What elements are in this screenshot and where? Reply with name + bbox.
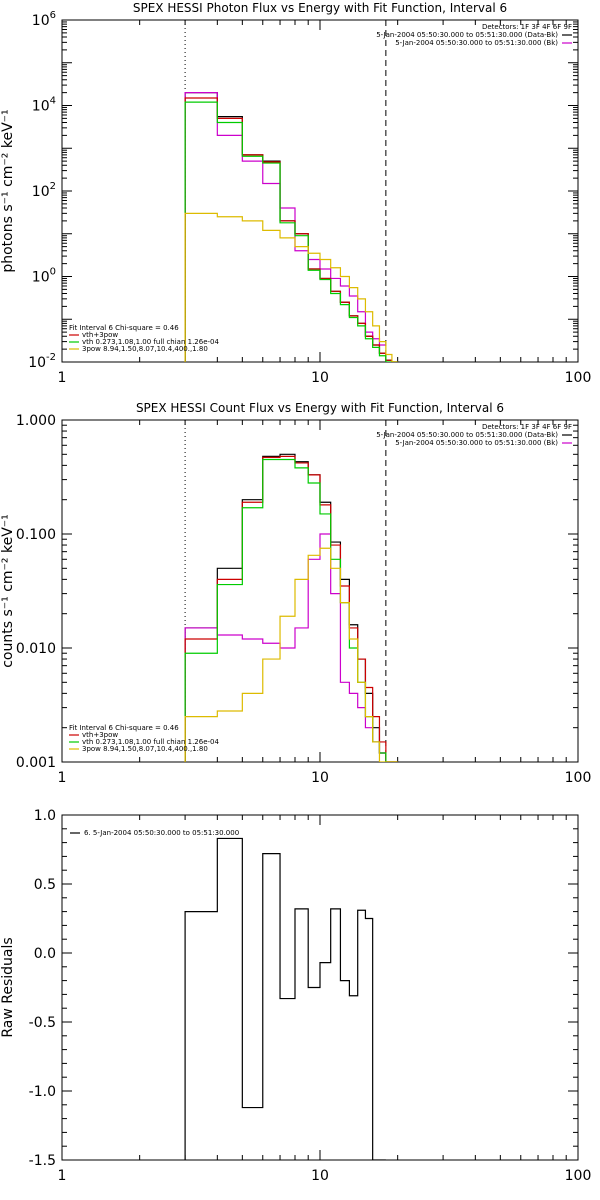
- y-tick-label: -0.5: [29, 1015, 56, 1031]
- series-line-bk: [184, 92, 386, 362]
- legend-top: Detectors: 1F 3F 4F 6F 9F5-Jan-2004 05:5…: [376, 23, 572, 47]
- x-tick-label: 10: [311, 1168, 329, 1184]
- x-tick-label: 10: [311, 370, 329, 386]
- y-tick-label: 10-2: [28, 352, 56, 371]
- plot-frame: [61, 419, 579, 763]
- legend-fit-label: vth+3pow: [82, 731, 118, 739]
- chart-panel-2: Raw Residuals 1 10 100 1.0 0.5 0.0 -0.5 -1.0 -1.5…: [0, 808, 591, 1184]
- legend-entry-label: 5-Jan-2004 05:50:30.000 to 05:51:30.000 …: [395, 439, 558, 447]
- series-group: [184, 92, 398, 362]
- series-line-total: [184, 97, 398, 362]
- legend-fit-label: vth 0.273,1.08,1.00 full chian 1.26e-04: [82, 738, 220, 746]
- legend-fit-label: vth 0.273,1.08,1.00 full chian 1.26e-04: [82, 338, 220, 346]
- y-tick-label-exponent: 0: [50, 267, 56, 278]
- y-axis-label: Raw Residuals: [0, 937, 16, 1037]
- legend-entry-label: 5-Jan-2004 05:50:30.000 to 05:51:30.000 …: [376, 431, 558, 439]
- y-axis-label: photons s⁻¹ cm⁻² keV⁻¹: [0, 109, 16, 272]
- y-tick-label-exponent: 2: [50, 181, 56, 192]
- series-group: [184, 453, 398, 762]
- series-line-vth: [184, 101, 398, 362]
- legend-header: Detectors: 1F 3F 4F 6F 9F: [482, 423, 572, 431]
- y-axis-label: counts s⁻¹ cm⁻² keV⁻¹: [0, 514, 16, 668]
- y-tick-label: 102: [32, 181, 56, 200]
- chart-title: SPEX HESSI Photon Flux vs Energy with Fi…: [133, 1, 507, 15]
- legend-entry-label: 5-Jan-2004 05:50:30.000 to 05:51:30.000 …: [376, 31, 558, 39]
- series-group: [184, 837, 386, 1160]
- legend-fit-header: Fit Interval 6 Chi-square = 0.46: [69, 724, 179, 732]
- legend-top: 6. 5-Jan-2004 05:50:30.000 to 05:51:30.0…: [70, 829, 239, 837]
- y-tick-label-base: 10: [32, 99, 50, 115]
- y-tick-label: 1.000: [16, 413, 56, 429]
- y-tick-label-base: 10: [28, 355, 46, 371]
- y-tick-label: 0.5: [34, 877, 56, 893]
- legend-fit: Fit Interval 6 Chi-square = 0.46vth+3pow…: [69, 324, 220, 353]
- y-tick-label: -1.0: [29, 1084, 56, 1100]
- series-line-pow: [184, 212, 398, 362]
- chart-title: SPEX HESSI Count Flux vs Energy with Fit…: [136, 401, 504, 415]
- y-tick-label-base: 10: [32, 184, 50, 200]
- legend-fit-header: Fit Interval 6 Chi-square = 0.46: [69, 324, 179, 332]
- y-tick-label: 0.010: [16, 641, 56, 657]
- series-line-pow: [184, 547, 398, 762]
- y-tick-label-exponent: 6: [50, 10, 56, 21]
- x-tick-label: 100: [565, 770, 592, 786]
- y-tick-label: 104: [32, 96, 56, 115]
- y-tick-label: 1.0: [34, 808, 56, 824]
- x-tick-label: 1: [58, 370, 67, 386]
- legend-entry-label: 6. 5-Jan-2004 05:50:30.000 to 05:51:30.0…: [84, 829, 239, 837]
- legend-fit: Fit Interval 6 Chi-square = 0.46vth+3pow…: [69, 724, 220, 753]
- chart-panel-0: SPEX HESSI Photon Flux vs Energy with Fi…: [0, 1, 591, 386]
- plot-frame: [61, 19, 579, 363]
- y-tick-label-base: 10: [32, 13, 50, 29]
- y-tick-label: 100: [32, 267, 56, 286]
- y-tick-label: 106: [32, 10, 56, 29]
- legend-entry-label: 5-Jan-2004 05:50:30.000 to 05:51:30.000 …: [395, 39, 558, 47]
- x-tick-label: 1: [58, 1168, 67, 1184]
- chart-panel-1: SPEX HESSI Count Flux vs Energy with Fit…: [0, 401, 591, 786]
- legend-header: Detectors: 1F 3F 4F 6F 9F: [482, 23, 572, 31]
- x-tick-label: 1: [58, 770, 67, 786]
- y-tick-label: 0.100: [16, 527, 56, 543]
- y-tick-label-base: 10: [32, 270, 50, 286]
- y-tick-label: 0.0: [34, 946, 56, 962]
- series-line-residuals: [184, 837, 386, 1160]
- legend-fit-label: 3pow 8.94,1.50,8.07,10.4,400.,1.80: [82, 745, 208, 753]
- legend-fit-label: 3pow 8.94,1.50,8.07,10.4,400.,1.80: [82, 345, 208, 353]
- y-tick-label-exponent: -2: [46, 352, 56, 363]
- y-tick-label: 0.001: [16, 755, 56, 771]
- y-tick-label-exponent: 4: [50, 96, 56, 107]
- legend-fit-label: vth+3pow: [82, 331, 118, 339]
- y-tick-label: -1.5: [29, 1153, 56, 1169]
- legend-top: Detectors: 1F 3F 4F 6F 9F5-Jan-2004 05:5…: [376, 423, 572, 447]
- x-tick-label: 100: [565, 370, 592, 386]
- x-tick-label: 10: [311, 770, 329, 786]
- x-tick-label: 100: [565, 1168, 592, 1184]
